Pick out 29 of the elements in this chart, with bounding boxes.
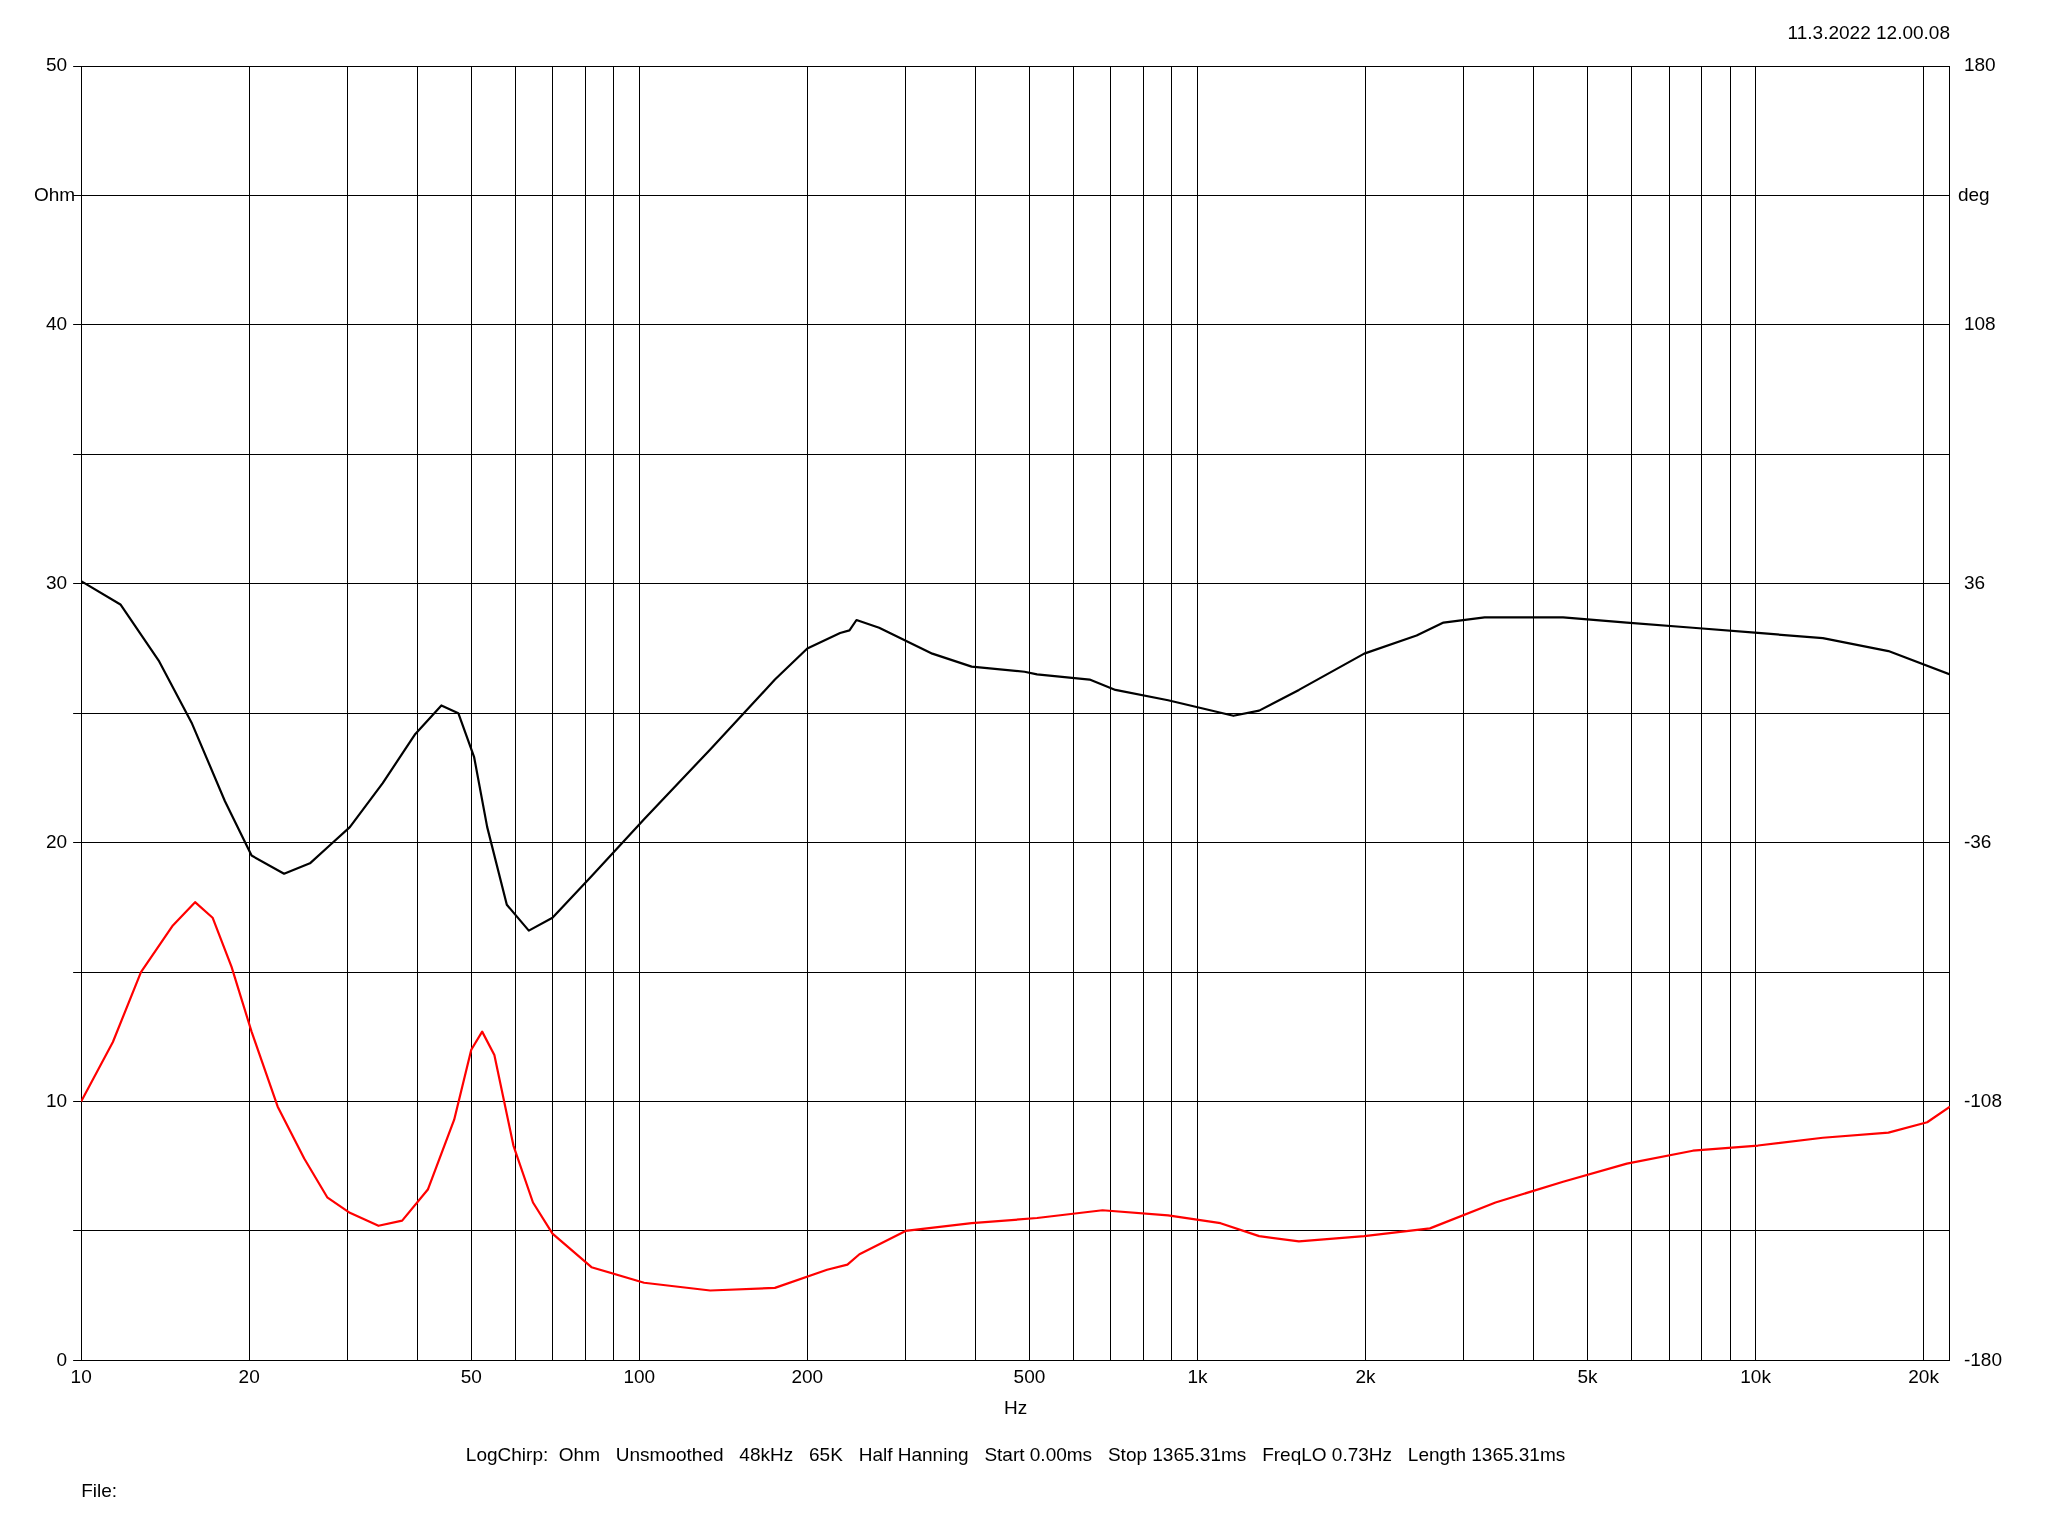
y-tick-label: 40 xyxy=(45,313,68,335)
x-tick-label: 20 xyxy=(238,1366,260,1388)
x-tick-label: 200 xyxy=(791,1366,824,1388)
x-tick-label: 5k xyxy=(1577,1366,1599,1388)
x-axis-title: Hz xyxy=(1003,1396,1028,1418)
text: LogChirp: Ohm Unsmoothed 48kHz 65K Half Hanning Start 0.00ms Stop 1365.31ms FreqLO 0.73Hz Length 1365.31ms xyxy=(465,1444,1566,1466)
y-tick-label: 30 xyxy=(45,571,68,593)
y2-tick-label: -108 xyxy=(1963,1089,2002,1111)
y2-tick-label: 180 xyxy=(1963,54,1996,76)
y2-axis-title: deg xyxy=(1957,183,1990,205)
y-tick-label: 10 xyxy=(45,1089,68,1111)
chart-subtitle: 11.3.2022 12.00.08 xyxy=(1787,22,1950,44)
x-tick-label: 10 xyxy=(70,1366,92,1388)
x-tick-label: 500 xyxy=(1013,1366,1046,1388)
x-tick-label: 1k xyxy=(1187,1366,1208,1388)
y-tick-label: 20 xyxy=(45,830,68,852)
y2-tick-label: 36 xyxy=(1963,571,1986,593)
y-axis-title: Ohm xyxy=(33,183,76,205)
y2-tick-label: -36 xyxy=(1963,830,1992,852)
y-tick-label: 50 xyxy=(45,54,68,76)
y2-tick-label: -180 xyxy=(1963,1348,2002,1370)
y-tick-label: 0 xyxy=(56,1348,68,1370)
x-tick-label: 50 xyxy=(460,1366,482,1388)
x-tick-label: 20k xyxy=(1908,1366,1940,1388)
y2-tick-label: 108 xyxy=(1963,313,1996,335)
text: File: xyxy=(81,1480,118,1502)
x-tick-label: 10k xyxy=(1740,1366,1772,1388)
x-tick-label: 2k xyxy=(1355,1366,1376,1388)
x-tick-label: 100 xyxy=(623,1366,656,1388)
